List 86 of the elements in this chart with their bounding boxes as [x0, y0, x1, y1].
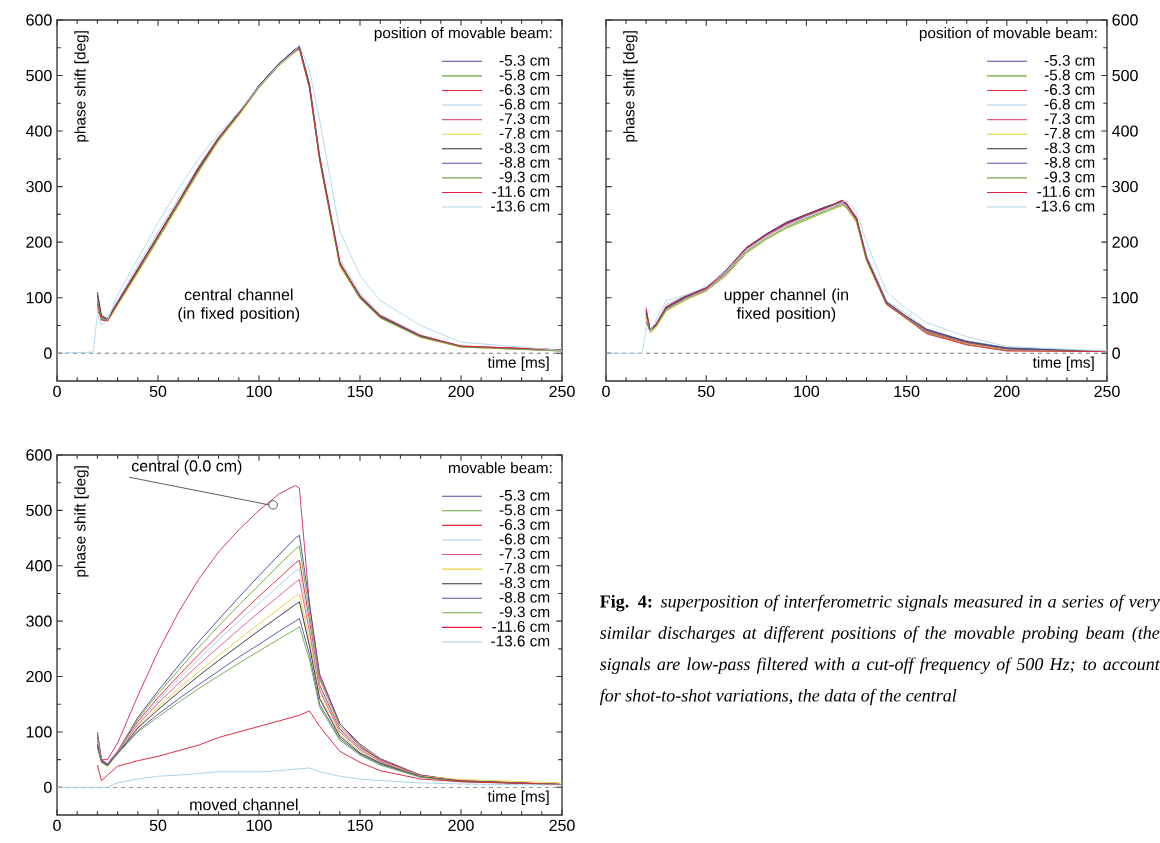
legend-label: -6.3 cm — [499, 519, 550, 530]
y-tick-label: 400 — [1112, 125, 1138, 137]
x-tick-label: 50 — [149, 385, 167, 398]
y-tick-label: 500 — [26, 504, 52, 517]
legend-label: -6.3 cm — [1044, 84, 1095, 95]
legend-label: -6.8 cm — [1044, 98, 1095, 110]
y-tick-label: 500 — [1112, 69, 1138, 82]
legend-label: -7.8 cm — [499, 127, 550, 139]
legend-label: -13.6 cm — [491, 635, 550, 647]
y-tick-label: 0 — [44, 347, 52, 359]
legend-label: -5.8 cm — [1044, 69, 1095, 81]
legend-label: -5.8 cm — [499, 69, 550, 81]
y-tick-label: 100 — [26, 292, 52, 304]
legend-label: -5.3 cm — [499, 54, 550, 66]
legend-label: -13.6 cm — [1036, 200, 1095, 212]
annotation: moved channel — [190, 798, 298, 811]
legend-label: -8.3 cm — [499, 142, 550, 154]
legend-label: -7.3 cm — [499, 113, 550, 125]
x-tick-label: 250 — [1094, 385, 1120, 398]
legend-label: -6.8 cm — [499, 98, 550, 110]
y-tick-label: 200 — [26, 236, 52, 248]
y-tick-label: 500 — [26, 69, 52, 82]
x-tick-label: 0 — [602, 385, 610, 398]
legend-title: position of movable beam: — [374, 27, 552, 42]
legend-label: -6.8 cm — [499, 533, 550, 545]
y-tick-label: 0 — [44, 781, 52, 793]
legend-label: -8.3 cm — [1044, 142, 1095, 154]
y-tick-label: 200 — [26, 670, 52, 683]
legend-label: -8.8 cm — [499, 156, 550, 168]
legend-label: -8.8 cm — [1044, 156, 1095, 168]
y-tick-label: 300 — [26, 180, 52, 193]
y-axis-title: phase shift [deg] — [74, 466, 89, 577]
y-axis-title: phase shift [deg] — [623, 31, 638, 142]
x-tick-label: 200 — [448, 819, 474, 832]
legend-label: -9.3 cm — [1044, 171, 1095, 183]
x-axis-title: time [ms] — [487, 356, 549, 371]
legend-label: -8.8 cm — [499, 591, 550, 603]
y-tick-label: 200 — [1112, 236, 1138, 248]
x-tick-label: 150 — [347, 819, 373, 832]
legend-label: -6.3 cm — [499, 84, 550, 95]
y-tick-label: 400 — [25, 560, 52, 572]
annotation: upper channel (in fixed position) — [724, 288, 848, 323]
annotation: central (0.0 cm) — [131, 459, 242, 475]
y-tick-label: 0 — [1112, 347, 1120, 359]
legend-label: -7.3 cm — [1044, 113, 1095, 125]
legend-title: position of movable beam: — [919, 27, 1097, 42]
y-tick-label: 100 — [1112, 292, 1138, 304]
x-tick-label: 200 — [448, 385, 474, 398]
x-tick-label: 150 — [894, 385, 920, 398]
x-tick-label: 100 — [794, 385, 820, 398]
legend-label: -7.8 cm — [1044, 127, 1095, 139]
x-tick-label: 200 — [994, 385, 1020, 398]
y-tick-label: 100 — [26, 726, 52, 738]
legend-label: -5.3 cm — [499, 489, 550, 501]
x-tick-label: 100 — [246, 819, 272, 832]
legend-label: -8.3 cm — [499, 577, 550, 589]
y-tick-label: 600 — [1112, 14, 1138, 26]
legend-label: -11.6 cm — [1037, 186, 1095, 197]
legend-label: -7.8 cm — [499, 562, 550, 574]
x-tick-label: 0 — [53, 385, 61, 398]
legend-title: movable beam: — [449, 462, 552, 474]
legend-label: -11.6 cm — [492, 621, 550, 632]
x-tick-label: 50 — [149, 819, 167, 832]
x-tick-label: 0 — [53, 819, 61, 832]
y-tick-label: 300 — [1112, 180, 1138, 193]
legend-label: -7.3 cm — [499, 548, 550, 560]
x-tick-label: 50 — [697, 385, 715, 398]
legend-label: -11.6 cm — [492, 186, 550, 197]
legend-label: -5.3 cm — [1044, 54, 1095, 66]
x-tick-label: 250 — [549, 385, 575, 398]
text: Fig. 4: superposition of interferometric signals measured in a series of very similar discharges at different positions of the movable probing beam (the signals are low-pass filtered with a cut-off frequency of 500 Hz; to account for shot-to-shot variations, the data of the central — [599, 594, 1160, 706]
y-tick-label: 600 — [26, 14, 52, 26]
legend-label: -9.3 cm — [499, 171, 550, 183]
x-tick-label: 250 — [549, 819, 575, 832]
x-tick-label: 150 — [347, 385, 373, 398]
legend-label: -13.6 cm — [491, 200, 550, 212]
y-tick-label: 400 — [25, 125, 52, 137]
annotation: central channel (in fixed position) — [178, 288, 300, 323]
x-axis-title: time [ms] — [1032, 356, 1094, 371]
legend-label: -5.8 cm — [499, 504, 550, 516]
x-tick-label: 100 — [246, 385, 272, 398]
y-axis-title: phase shift [deg] — [74, 31, 89, 142]
y-tick-label: 300 — [26, 615, 52, 627]
y-tick-label: 600 — [26, 449, 52, 461]
x-axis-title: time [ms] — [487, 790, 549, 805]
legend-label: -9.3 cm — [499, 606, 550, 618]
